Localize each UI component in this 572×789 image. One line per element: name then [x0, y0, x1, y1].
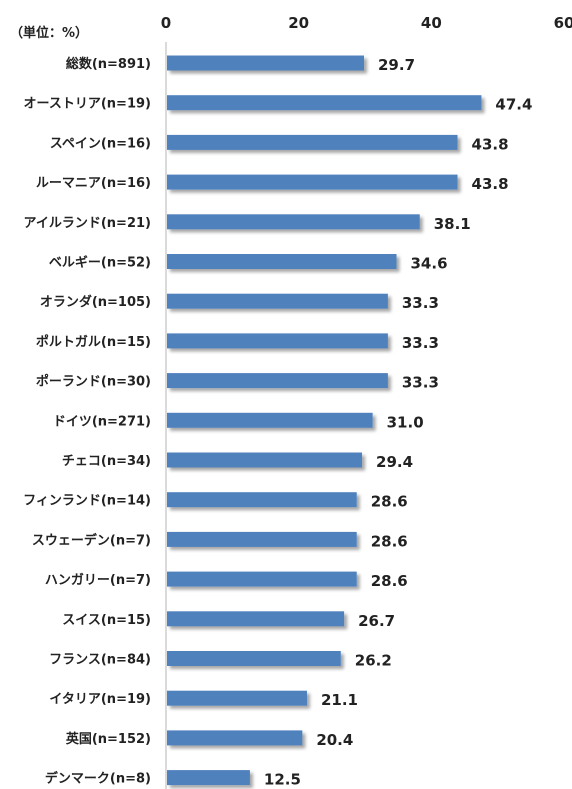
bar [167, 412, 373, 428]
x-tick-label: 40 [421, 14, 442, 32]
category-label: ルーマニア(n=16) [36, 176, 151, 191]
value-label: 29.4 [376, 453, 413, 471]
value-label: 33.3 [402, 374, 439, 392]
category-label: スイス(n=15) [62, 613, 151, 628]
category-label: イタリア(n=19) [49, 692, 151, 707]
bar [167, 452, 363, 468]
value-label: 28.6 [371, 572, 408, 590]
x-tick-label: 60 [554, 14, 572, 32]
value-label: 33.3 [402, 294, 439, 312]
x-tick-label: 0 [161, 14, 171, 32]
value-label: 26.2 [355, 652, 392, 670]
unit-label: （単位：%） [10, 26, 89, 41]
bar [167, 730, 303, 746]
bar [167, 651, 341, 666]
bar [167, 55, 365, 71]
bar [167, 531, 357, 547]
bar [167, 254, 397, 269]
x-tick-label: 20 [288, 14, 309, 32]
value-label: 26.7 [358, 612, 395, 630]
bar [167, 571, 357, 587]
value-label: 20.4 [316, 731, 353, 749]
category-label: ベルギー(n=52) [49, 255, 151, 271]
bar [167, 690, 307, 706]
value-label: 43.8 [472, 135, 509, 153]
bar [167, 492, 357, 508]
category-label: デンマーク(n=8) [45, 771, 151, 787]
category-label: スウェーデン(n=7) [32, 532, 151, 548]
category-label: オーストリア(n=19) [24, 97, 151, 112]
category-label: チェコ(n=34) [62, 454, 151, 469]
bar [167, 174, 458, 190]
value-label: 43.8 [472, 175, 509, 193]
value-label: 34.6 [411, 255, 448, 273]
value-label: 12.5 [264, 771, 301, 789]
category-label: オランダ(n=105) [40, 294, 151, 310]
bar [167, 770, 250, 786]
value-label: 28.6 [371, 493, 408, 511]
category-label: 英国(n=152) [65, 731, 151, 747]
value-label: 29.7 [378, 56, 415, 74]
value-label: 33.3 [402, 334, 439, 352]
value-label: 38.1 [434, 215, 471, 233]
category-label: フランス(n=84) [49, 653, 151, 668]
category-label: ドイツ(n=271) [53, 414, 151, 429]
bar [167, 95, 482, 111]
bar [167, 373, 388, 389]
value-label: 31.0 [387, 413, 424, 431]
category-label: アイルランド(n=21) [24, 216, 151, 231]
bar [167, 333, 388, 349]
bar [167, 611, 345, 627]
category-label: ハンガリー(n=7) [45, 573, 151, 588]
value-label: 47.4 [495, 96, 532, 114]
category-label: ポルトガル(n=15) [36, 334, 151, 350]
category-label: ポーランド(n=30) [36, 374, 151, 390]
category-label: スペイン(n=16) [50, 136, 151, 151]
value-label: 28.6 [371, 532, 408, 550]
bar [167, 293, 388, 309]
category-label: 総数(n=891) [66, 56, 151, 72]
category-label: フィンランド(n=14) [23, 494, 151, 509]
bar [167, 214, 420, 230]
bar [167, 134, 458, 150]
value-label: 21.1 [321, 691, 358, 709]
